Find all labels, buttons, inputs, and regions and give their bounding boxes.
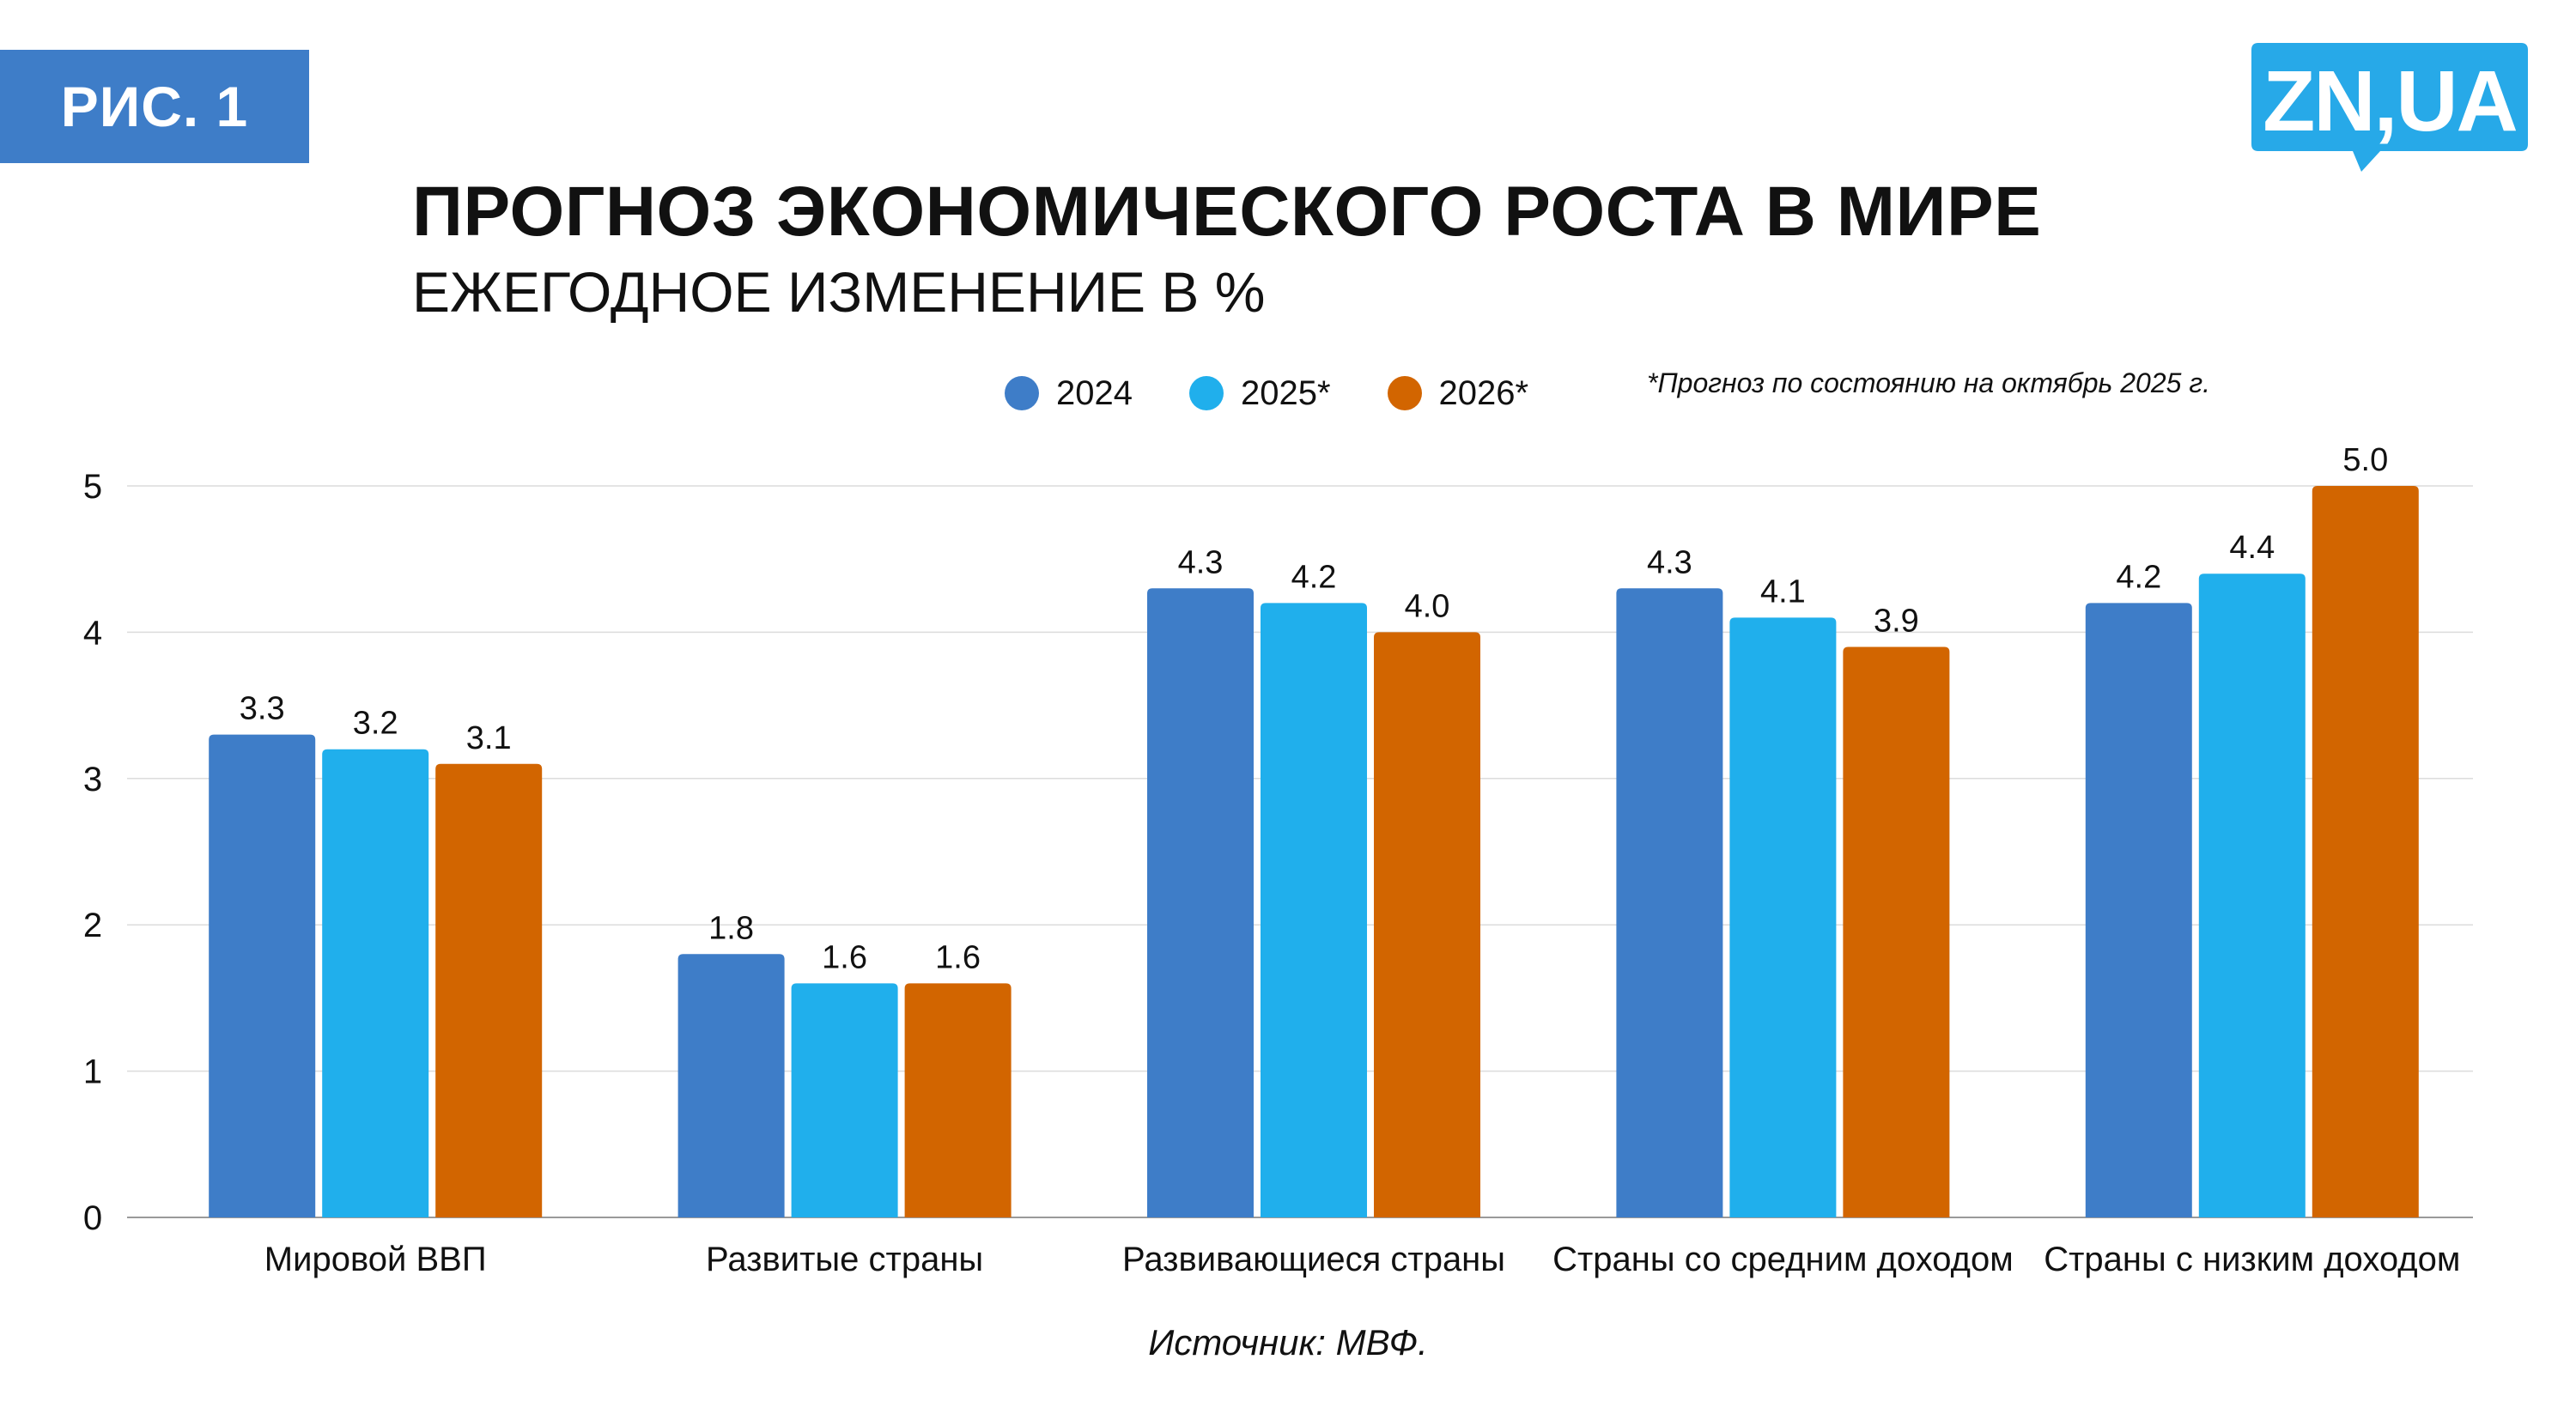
data-label: 4.3 [1178,544,1224,580]
logo-text: ZN,UA [2263,53,2517,149]
data-label: 4.4 [2229,530,2275,566]
source-note: Источник: МВФ. [1148,1322,1428,1363]
bar [2312,486,2419,1217]
data-label: 1.8 [708,910,754,946]
zn-ua-logo: ZN,UA [2251,43,2528,172]
bar [209,734,316,1217]
y-tick-label: 2 [83,907,102,944]
data-label: 3.1 [466,720,512,756]
legend-dot-2026 [1387,376,1422,410]
legend-item-2024: 2024 [1005,374,1133,413]
bar [677,954,785,1217]
bar [1261,603,1367,1217]
data-label: 1.6 [935,939,981,975]
bar [322,749,429,1217]
data-label: 1.6 [822,939,867,975]
logo-shape [2251,43,2528,172]
category-label: Развивающиеся страны [1122,1241,1505,1278]
data-label: 4.2 [1291,559,1337,595]
bar [1374,632,1480,1217]
bar [1729,617,1837,1217]
legend-label-2025: 2025* [1240,373,1331,412]
data-label: 4.0 [1405,588,1450,624]
data-label: 3.9 [1874,603,1919,639]
y-tick-label: 5 [83,468,102,506]
legend-item-2025: 2025* [1188,373,1331,413]
data-label: 5.0 [2342,442,2388,478]
category-label: Страны с низким доходом [2044,1241,2460,1278]
legend-dot-2024 [1005,376,1039,410]
bar [1843,646,1950,1217]
category-label: Мировой ВВП [264,1241,487,1278]
bar [904,983,1012,1217]
category-label: Развитые страны [706,1241,983,1278]
data-label: 4.2 [2116,559,2161,595]
figure-label: РИС. 1 [0,50,309,163]
footnote: *Прогноз по состоянию на октябрь 2025 г. [1647,367,2210,398]
y-tick-label: 1 [83,1053,102,1091]
legend: 2024 2025* 2026* [1005,367,1528,419]
bar [435,763,543,1217]
data-label: 3.3 [240,691,285,727]
legend-dot-2025 [1188,376,1224,410]
bar [1147,588,1254,1217]
data-label: 3.2 [353,706,398,742]
bar [2198,574,2306,1217]
bar [1616,588,1723,1217]
chart-title: ПРОГНОЗ ЭКОНОМИЧЕСКОГО РОСТА В МИРЕ [412,173,2042,251]
bar [2085,603,2192,1217]
chart-subtitle: ЕЖЕГОДНОЕ ИЗМЕНЕНИЕ В % [412,260,1266,324]
category-label: Страны со средним доходом [1552,1241,2014,1278]
legend-label-2024: 2024 [1056,373,1133,412]
y-tick-label: 0 [83,1199,102,1237]
legend-item-2026: 2026* [1387,373,1529,413]
data-label: 4.1 [1760,574,1806,610]
legend-label-2026: 2026* [1438,373,1529,412]
y-tick-label: 3 [83,761,102,798]
data-label: 4.3 [1647,544,1692,580]
bar [791,983,898,1217]
y-tick-label: 4 [83,614,102,652]
